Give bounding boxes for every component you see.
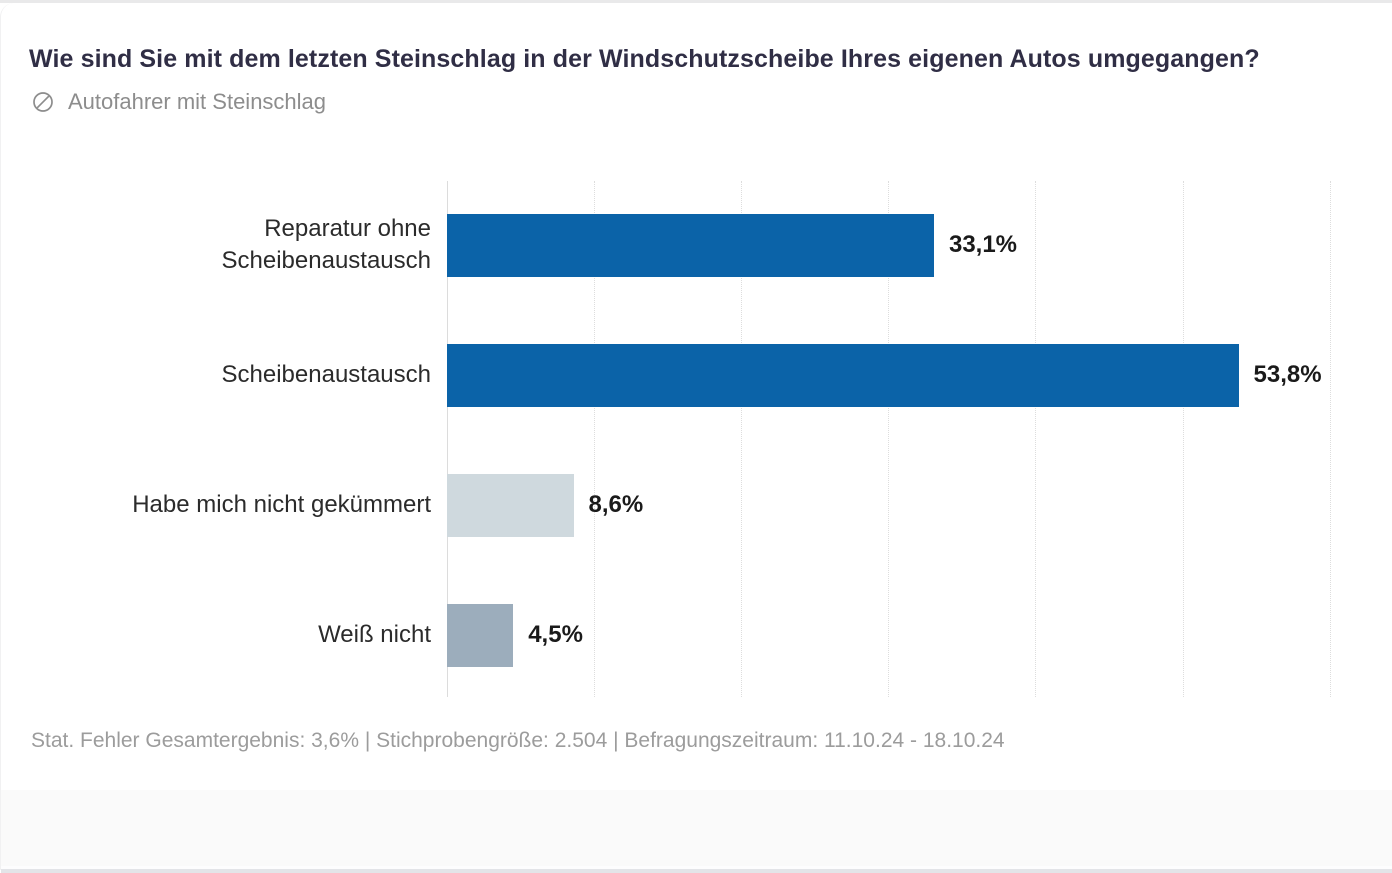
category-label: Habe mich nicht gekümmert xyxy=(132,491,431,519)
value-label: 8,6% xyxy=(588,491,644,518)
bar-track: 53,8% xyxy=(447,310,1392,440)
value-label: 33,1% xyxy=(948,231,1018,258)
value-label: 53,8% xyxy=(1253,361,1322,388)
bottom-gap xyxy=(1,866,1392,869)
bar-track: 8,6% xyxy=(447,440,1392,570)
top-border-strip xyxy=(0,0,1392,3)
x-gridline xyxy=(888,181,890,697)
chart-rows: Reparatur ohne Scheibenaustausch 33,1% Sch… xyxy=(1,180,1392,700)
x-gridline xyxy=(1182,181,1184,697)
bar xyxy=(447,213,934,277)
bottom-band xyxy=(1,790,1392,866)
audience-row: Autofahrer mit Steinschlag xyxy=(31,89,326,115)
chart-row: Reparatur ohne Scheibenaustausch 33,1% xyxy=(1,180,1392,310)
chart-row: Weiß nicht 4,5% xyxy=(1,570,1392,700)
value-label: 4,5% xyxy=(528,621,583,648)
bar xyxy=(447,603,514,667)
y-axis-line xyxy=(447,181,448,697)
bar xyxy=(447,343,1239,407)
chart-row: Scheibenaustausch 53,8% xyxy=(1,310,1392,440)
x-gridline xyxy=(1329,181,1331,697)
chart-row: Habe mich nicht gekümmert 8,6% xyxy=(1,440,1392,570)
category-label: Scheibenaustausch xyxy=(221,361,431,389)
bar-track: 33,1% xyxy=(447,180,1392,310)
survey-stats-note: Stat. Fehler Gesamtergebnis: 3,6% | Stic… xyxy=(31,729,1005,752)
bar xyxy=(447,473,574,537)
x-gridline xyxy=(1035,181,1037,697)
x-gridline xyxy=(741,181,743,697)
category-label: Reparatur ohne Scheibenaustausch xyxy=(221,215,431,274)
slashed-circle-icon xyxy=(33,92,53,112)
audience-label: Autofahrer mit Steinschlag xyxy=(68,89,327,114)
plot-gridlines xyxy=(447,181,1392,697)
bar-chart: Reparatur ohne Scheibenaustausch 33,1% Sch… xyxy=(1,180,1392,700)
chart-card: Wie sind Sie mit dem letzten Steinschlag… xyxy=(0,3,1392,873)
question-title: Wie sind Sie mit dem letzten Steinschlag… xyxy=(29,45,1260,73)
category-label: Weiß nicht xyxy=(318,621,431,649)
bar-track: 4,5% xyxy=(447,570,1392,700)
x-gridline xyxy=(594,181,596,697)
